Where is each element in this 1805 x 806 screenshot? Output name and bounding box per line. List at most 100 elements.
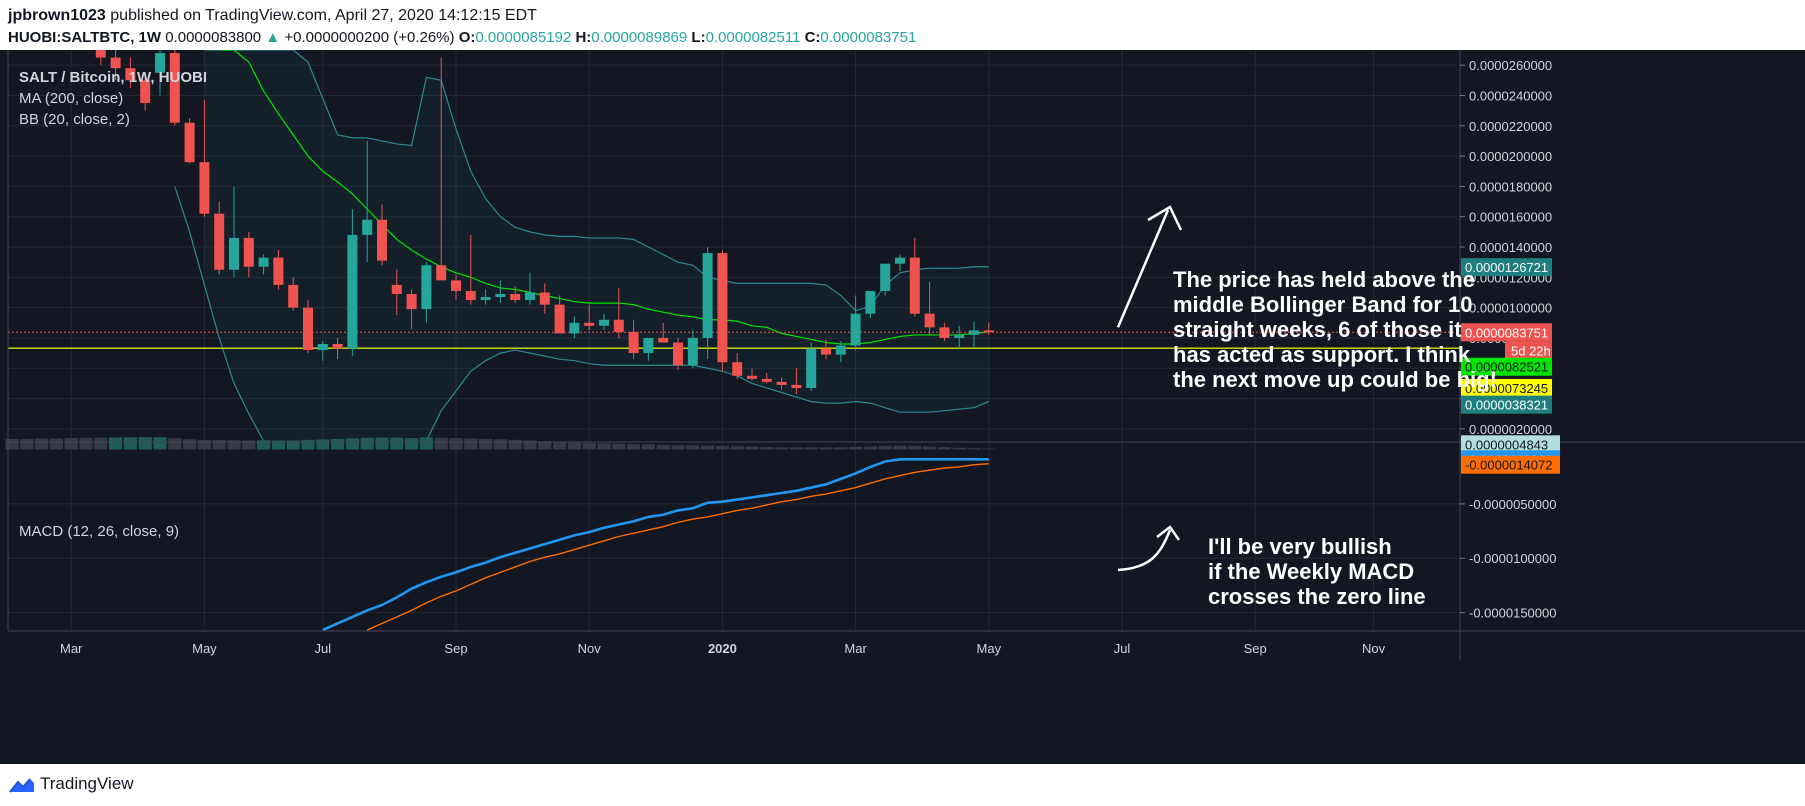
- macd-histogram-bar: [893, 445, 907, 450]
- candle-body: [658, 337, 669, 343]
- price-label-text: 0.0000082521: [1465, 360, 1548, 375]
- x-tick-label: Jul: [1114, 641, 1131, 656]
- y-tick-label: 0.0000200000: [1469, 149, 1552, 164]
- x-tick-label: Mar: [60, 641, 83, 656]
- candle-body: [673, 342, 683, 366]
- main-chart-title: SALT / Bitcoin, 1W, HUOBI: [19, 69, 207, 86]
- candle-body: [421, 265, 432, 310]
- bb-lower-line: [425, 349, 990, 442]
- macd-histogram-bar: [508, 439, 522, 450]
- candle-body: [776, 381, 787, 385]
- macd-histogram-bar: [804, 447, 818, 450]
- candle-body: [791, 384, 802, 388]
- candle-body: [554, 304, 565, 334]
- macd-histogram-bar: [301, 439, 315, 450]
- macd-histogram-bar: [627, 444, 641, 450]
- candle-body: [702, 253, 713, 338]
- macd-histogram-bar: [760, 447, 774, 450]
- high-value: 0.0000089869: [591, 29, 688, 46]
- macd-histogram-bar: [5, 438, 19, 450]
- price-label-box: [1461, 323, 1552, 342]
- macd-histogram-bar: [257, 440, 271, 450]
- macd-histogram-bar: [908, 446, 922, 450]
- chart-canvas[interactable]: 0.00000200000.00000400000.00000600000.00…: [0, 50, 1805, 764]
- annotation-line: straight weeks, 6 of those it: [1173, 317, 1462, 342]
- candle-body: [347, 234, 358, 349]
- macd-arrow-icon: [1156, 525, 1181, 541]
- candle-body: [510, 293, 521, 301]
- candle-body: [495, 293, 506, 298]
- grid-lines: [8, 50, 1460, 630]
- candle-body: [939, 327, 950, 338]
- candle-body: [835, 345, 846, 355]
- annotation-macd-text: I'll be very bullish if the Weekly MACD cr…: [1208, 534, 1426, 609]
- macd-histogram-bar: [656, 444, 670, 450]
- tradingview-logo-icon: [9, 778, 34, 793]
- annotation-line: The price has held above the: [1173, 267, 1475, 292]
- macd-label-text: -0.0000014072: [1465, 458, 1552, 473]
- candle-body: [865, 290, 876, 314]
- macd-lines: [322, 458, 989, 632]
- x-tick-label: Mar: [844, 641, 867, 656]
- y-tick-label: 0.0000100000: [1469, 301, 1552, 316]
- macd-histogram-bar: [242, 440, 256, 450]
- macd-histogram-bar: [286, 440, 300, 450]
- macd-histogram-bar: [641, 444, 655, 450]
- macd-y-tick-label: -0.0000150000: [1469, 606, 1556, 621]
- open-value: 0.0000085192: [475, 29, 572, 46]
- tradingview-brand[interactable]: TradingView: [40, 774, 134, 793]
- macd-histogram-bar: [434, 437, 448, 450]
- price-labels: 0.0000126721 0.0000083751 5d 22h 0.00000825…: [1461, 258, 1560, 474]
- bb-lower-line: [174, 186, 265, 442]
- author-name[interactable]: jpbrown1023: [8, 7, 106, 24]
- candle-body: [969, 330, 979, 335]
- macd-histogram-bar: [419, 437, 433, 450]
- macd-histogram-bar: [745, 446, 759, 450]
- candle-body: [362, 219, 373, 235]
- annotation-arrow-icon: [1147, 205, 1183, 231]
- macd-histogram-bar: [567, 442, 581, 450]
- macd-histogram-bar: [20, 438, 34, 450]
- macd-histogram-bar: [360, 437, 374, 450]
- legends: SALT / Bitcoin, 1W, HUOBI MA (200, close…: [19, 69, 207, 540]
- y-tick-label: 0.0000220000: [1469, 119, 1552, 134]
- candle-body: [436, 265, 447, 281]
- macd-histogram-bar: [123, 437, 137, 450]
- macd-histogram-bar: [316, 439, 330, 450]
- countdown-box: [1505, 341, 1552, 360]
- macd-histogram-bar: [153, 437, 167, 450]
- candle-body: [687, 337, 698, 366]
- macd-histogram: [5, 437, 996, 450]
- macd-histogram-bar: [553, 442, 567, 450]
- candle-body: [539, 292, 550, 305]
- macd-histogram-bar: [479, 438, 493, 450]
- ohlc-line: HUOBI:SALTBTC, 1W 0.0000083800 ▲ +0.0000…: [8, 29, 916, 46]
- candle-body: [732, 362, 743, 376]
- macd-histogram-bar: [109, 437, 123, 450]
- macd-histogram-bar: [390, 437, 404, 450]
- candle-body: [184, 122, 195, 163]
- candle-body: [924, 313, 935, 328]
- candle-body: [747, 375, 757, 379]
- macd-histogram-bar: [819, 447, 833, 450]
- candle-body: [288, 284, 299, 308]
- macd-histogram-bar: [464, 438, 478, 450]
- macd-histogram-bar: [183, 439, 197, 450]
- chart-header: jpbrown1023 published on TradingView.com…: [0, 0, 1805, 50]
- x-tick-label: Sep: [1244, 641, 1267, 656]
- x-tick-label: Nov: [1362, 641, 1386, 656]
- x-tick-label: May: [192, 641, 217, 656]
- candle-body: [525, 292, 535, 301]
- high-label: H:: [575, 29, 592, 46]
- macd-histogram-bar: [375, 437, 389, 450]
- macd-y-tick-label: -0.0000100000: [1469, 551, 1556, 566]
- x-tick-label: Sep: [444, 641, 467, 656]
- annotation-line: has acted as support. I think: [1173, 342, 1471, 367]
- price-label-box: [1461, 395, 1552, 414]
- candle-body: [317, 344, 328, 351]
- x-tick-label: 2020: [708, 641, 737, 656]
- macd-y-tick-label: -0.0000050000: [1469, 497, 1556, 512]
- candle-body: [243, 237, 254, 267]
- candle-body: [480, 297, 491, 301]
- price-label-box: [1461, 378, 1552, 397]
